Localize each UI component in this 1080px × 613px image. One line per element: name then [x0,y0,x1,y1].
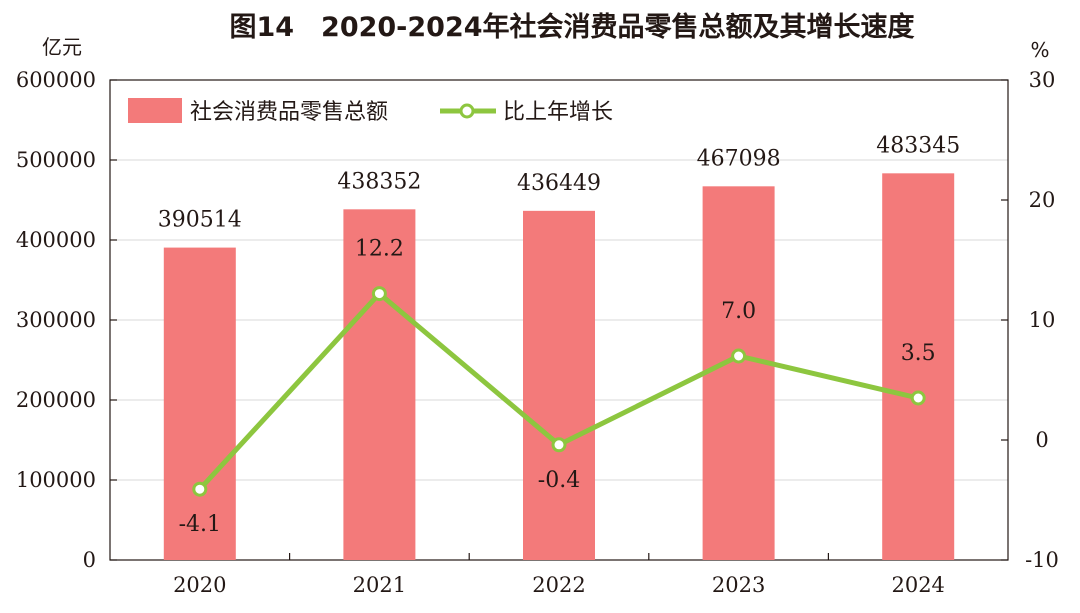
bar [523,210,595,560]
right-tick-label: 10 [1029,308,1056,332]
legend-bar-label: 社会消费品零售总额 [190,100,388,125]
growth-point [551,437,567,453]
growth-point [910,390,926,406]
growth-value-label: 3.5 [901,341,936,366]
bar-value-label: 467098 [697,146,781,171]
legend: 社会消费品零售总额 比上年增长 [128,98,613,125]
growth-value-label: 12.2 [355,237,404,262]
left-tick-label: 0 [83,548,96,572]
bar [702,186,775,560]
growth-value-label: 7.0 [721,299,756,324]
legend-bar-swatch [128,98,182,123]
left-tick-label: 500000 [16,148,96,172]
bar [343,209,416,560]
left-tick-label: 200000 [16,388,96,412]
chart-title: 图14 2020-2024年社会消费品零售总额及其增长速度 [229,11,914,43]
bar-value-label: 438352 [337,169,421,194]
bar-value-label: 436449 [517,171,601,196]
right-tick-label: -10 [1025,548,1059,572]
growth-value-label: -0.4 [538,468,580,493]
left-tick-label: 100000 [16,468,96,492]
data-labels: 390514 438352 436449 467098 483345 -4.1 12.2 -0… [158,133,960,537]
growth-point [371,286,387,302]
x-tick-label: 2023 [712,573,765,597]
right-axis-unit: % [1030,38,1049,62]
growth-point [192,481,208,497]
left-tick-label: 400000 [16,228,96,252]
line-series [192,286,926,497]
bar-series [163,173,955,560]
growth-point [731,348,747,364]
x-tick-label: 2022 [532,573,585,597]
x-axis-ticks: 2020 2021 2022 2023 2024 [173,553,945,597]
bar [163,247,236,560]
left-tick-label: 600000 [16,68,96,92]
left-axis-unit: 亿元 [42,35,82,59]
left-axis-ticks: 0 100000 200000 300000 400000 500000 600000 [16,68,117,572]
right-tick-label: 30 [1029,68,1056,92]
right-tick-label: 20 [1029,188,1056,212]
legend-line-marker [459,103,475,119]
x-tick-label: 2024 [891,573,944,597]
bar-value-label: 390514 [158,208,242,233]
right-tick-label: 0 [1035,428,1048,452]
bar-value-label: 483345 [876,133,960,158]
x-tick-label: 2021 [353,573,406,597]
left-tick-label: 300000 [16,308,96,332]
growth-value-label: -4.1 [179,512,221,537]
legend-line-label: 比上年增长 [503,100,613,125]
bar [882,173,955,560]
right-axis-ticks: -10 0 10 20 30 [1001,68,1059,572]
x-tick-label: 2020 [173,573,226,597]
